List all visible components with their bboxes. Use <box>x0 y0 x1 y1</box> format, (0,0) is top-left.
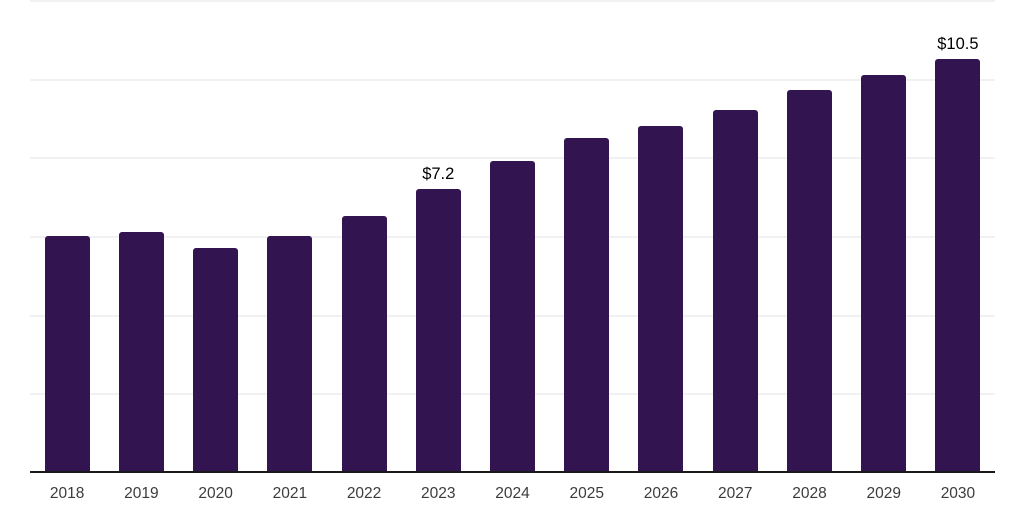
x-tick-label-2019: 2019 <box>124 485 159 502</box>
x-tick-label-2018: 2018 <box>49 485 85 502</box>
x-tick-label-2026: 2026 <box>643 485 679 502</box>
bar-2020 <box>193 247 239 472</box>
bar-2024 <box>490 161 535 472</box>
x-tick-label-2021: 2021 <box>272 485 308 502</box>
bar-2026 <box>638 125 684 472</box>
bar-2019 <box>118 232 164 472</box>
x-tick-label-2024: 2024 <box>495 485 530 502</box>
plot-area: $7.2 $10.5 <box>30 0 995 472</box>
x-tick-label-2029: 2029 <box>866 485 901 502</box>
x-tick-label-2025: 2025 <box>569 485 604 502</box>
bar-2025 <box>564 137 610 472</box>
x-axis-labels: 2018 2019 2020 2021 2022 2023 2024 2025 2026 2027… <box>30 485 995 507</box>
bar-2022 <box>341 216 387 472</box>
bar-2027 <box>712 110 758 472</box>
x-axis-line <box>30 471 995 473</box>
x-tick-label-2023: 2023 <box>421 485 456 502</box>
x-tick-label-2022: 2022 <box>346 485 382 502</box>
gridline <box>30 78 995 81</box>
bar-2030 <box>935 59 981 472</box>
bar-2028 <box>786 90 832 472</box>
gridline <box>30 0 995 2</box>
bar-2029 <box>861 74 907 472</box>
bar-2018 <box>44 236 90 472</box>
x-tick-label-2030: 2030 <box>940 485 976 502</box>
x-tick-label-2027: 2027 <box>717 485 753 502</box>
bar-2021 <box>267 236 313 472</box>
bar-value-label-2030: $10.5 <box>937 35 979 53</box>
bar-2023 <box>415 188 461 472</box>
x-tick-label-2028: 2028 <box>792 485 827 502</box>
gridline <box>30 157 995 160</box>
x-tick-label-2020: 2020 <box>198 485 233 502</box>
bar-value-label-2023: $7.2 <box>422 164 455 183</box>
